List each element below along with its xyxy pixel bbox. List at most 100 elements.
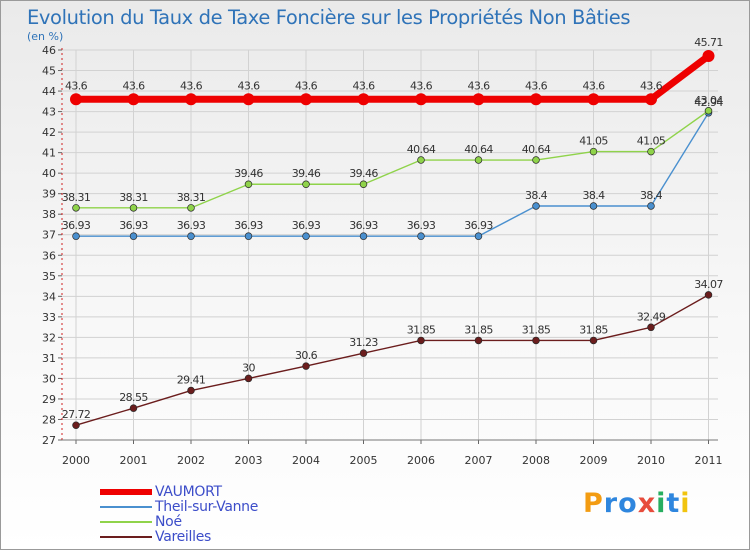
data-label-vaumort: 43.6 xyxy=(122,79,145,92)
y-tick-label: 40 xyxy=(42,167,56,180)
data-label-vaumort: 43.6 xyxy=(582,79,605,92)
data-label-vaumort: 43.6 xyxy=(467,79,490,92)
data-label-theil-sur-vanne: 36.93 xyxy=(234,219,263,232)
data-label-no: 40.64 xyxy=(407,143,436,156)
y-tick-label: 46 xyxy=(42,44,56,57)
series-line-vareilles xyxy=(75,294,710,426)
x-tick-label: 2000 xyxy=(62,454,90,467)
y-tick-label: 45 xyxy=(42,65,56,78)
legend-swatch-theil-sur-vanne xyxy=(100,506,152,508)
legend-item-theil-sur-vanne[interactable]: Theil-sur-Vanne xyxy=(100,499,360,515)
data-point-vaumort xyxy=(587,93,600,106)
data-point-no xyxy=(417,156,425,164)
y-tick-label: 38 xyxy=(42,208,56,221)
legend-label-vareilles: Vareilles xyxy=(155,529,212,545)
data-point-vaumort xyxy=(530,93,542,106)
legend-item-vareilles[interactable]: Vareilles xyxy=(100,529,360,545)
logo-letter: i xyxy=(680,488,691,519)
data-point-theil-sur-vanne xyxy=(302,232,310,240)
data-label-vareilles: 28.55 xyxy=(119,391,148,404)
logo-letter: i xyxy=(656,488,667,519)
y-tick-label: 29 xyxy=(42,393,56,406)
data-label-no: 40.64 xyxy=(522,143,551,156)
data-label-vaumort: 43.6 xyxy=(410,79,433,92)
data-point-no xyxy=(187,204,195,212)
data-label-no: 41.05 xyxy=(637,135,666,148)
y-tick-label: 39 xyxy=(42,188,56,201)
y-tick-label: 43 xyxy=(42,106,56,119)
data-point-vaumort xyxy=(127,93,140,106)
data-point-no xyxy=(704,107,713,115)
data-point-vareilles xyxy=(187,386,195,395)
y-tick-label: 42 xyxy=(42,126,56,139)
legend-label-theil-sur-vanne: Theil-sur-Vanne xyxy=(155,499,259,515)
x-tick-label: 2003 xyxy=(235,454,263,467)
legend-item-vaumort[interactable]: VAUMORT xyxy=(100,484,360,500)
legend-swatch-vaumort xyxy=(100,489,152,495)
legend-swatch-noe xyxy=(100,521,152,523)
x-tick-label: 2004 xyxy=(292,454,320,467)
y-tick-label: 33 xyxy=(42,311,56,324)
data-label-theil-sur-vanne: 36.93 xyxy=(292,219,321,232)
y-tick-label: 36 xyxy=(42,249,56,262)
data-label-vareilles: 31.23 xyxy=(349,336,378,349)
data-point-no xyxy=(129,204,138,212)
data-label-theil-sur-vanne: 42.94 xyxy=(694,96,723,109)
data-point-vaumort xyxy=(472,93,485,106)
data-label-vaumort: 43.6 xyxy=(525,79,548,92)
data-label-vaumort: 43.6 xyxy=(65,79,88,92)
logo-letter: o xyxy=(618,488,638,519)
series-lines xyxy=(70,49,715,429)
data-label-vareilles: 31.85 xyxy=(407,323,436,336)
data-label-vaumort: 43.6 xyxy=(352,79,375,92)
data-label-no: 39.46 xyxy=(292,167,321,180)
y-axis-unit-label: (en %) xyxy=(27,30,63,43)
data-label-vareilles: 32.49 xyxy=(637,310,666,323)
data-label-no: 38.31 xyxy=(119,191,148,204)
data-point-theil-sur-vanne xyxy=(359,232,368,240)
data-point-vareilles xyxy=(359,349,368,357)
data-label-theil-sur-vanne: 36.93 xyxy=(177,219,206,232)
data-point-vareilles xyxy=(647,323,655,332)
legend-item-noe[interactable]: Noé xyxy=(100,514,360,530)
data-label-theil-sur-vanne: 36.93 xyxy=(407,219,436,232)
series-line-theil-sur-vanne xyxy=(75,112,710,237)
data-label-vaumort: 43.6 xyxy=(180,79,203,92)
data-point-vareilles xyxy=(589,336,598,345)
data-label-vareilles: 34.07 xyxy=(694,278,723,291)
data-point-vaumort xyxy=(702,49,715,62)
x-tick-label: 2010 xyxy=(637,454,665,467)
data-point-no xyxy=(72,204,80,212)
logo-letter: t xyxy=(666,488,681,519)
legend-swatch-vareilles xyxy=(100,536,152,538)
axes: 27 28 29 30 31 32 33 34 35 36 37 38 39 40 41 42 43 44 45 46… xyxy=(42,44,723,467)
data-label-theil-sur-vanne: 36.93 xyxy=(62,219,91,232)
data-point-theil-sur-vanne xyxy=(532,202,540,210)
series-line-vaumort xyxy=(72,52,712,103)
data-point-theil-sur-vanne xyxy=(129,232,138,240)
data-label-vaumort: 43.6 xyxy=(237,79,260,92)
data-point-no xyxy=(647,147,655,156)
data-point-vareilles xyxy=(532,336,540,345)
x-tick-label: 2007 xyxy=(465,454,493,467)
data-label-vareilles: 31.85 xyxy=(464,323,493,336)
data-point-vaumort xyxy=(415,93,427,106)
y-tick-label: 27 xyxy=(42,434,56,447)
data-point-theil-sur-vanne xyxy=(187,232,195,240)
y-tick-label: 37 xyxy=(42,229,56,242)
data-label-no: 39.46 xyxy=(349,167,378,180)
data-point-no xyxy=(244,180,253,188)
legend-label-vaumort: VAUMORT xyxy=(155,484,222,500)
data-point-vareilles xyxy=(417,336,425,345)
legend: VAUMORT Theil-sur-Vanne Noé Vareilles xyxy=(100,484,360,545)
grid-lines xyxy=(62,49,718,440)
data-label-vaumort: 43.6 xyxy=(295,79,318,92)
x-tick-label: 2006 xyxy=(407,454,435,467)
logo-letter: r xyxy=(603,488,619,519)
y-tick-label: 30 xyxy=(42,372,56,385)
data-point-vareilles xyxy=(302,362,310,370)
data-point-vareilles xyxy=(704,291,713,299)
data-label-theil-sur-vanne: 38.4 xyxy=(640,189,663,202)
data-point-theil-sur-vanne xyxy=(647,202,655,210)
data-label-theil-sur-vanne: 38.4 xyxy=(525,189,548,202)
